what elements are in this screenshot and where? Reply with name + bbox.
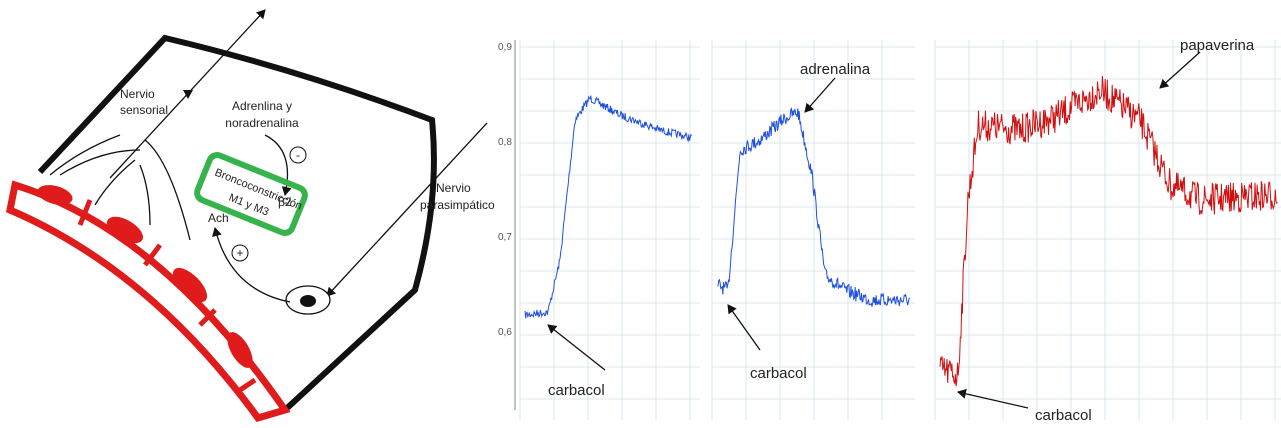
trace bbox=[717, 107, 911, 307]
sign-circle bbox=[231, 244, 249, 262]
annotation-arrow bbox=[804, 77, 836, 113]
y-tick-label: 0,9 bbox=[498, 42, 512, 53]
annotations: carbacol adrenalina carbacol papaverina … bbox=[547, 37, 1255, 424]
annotation: carbacol bbox=[750, 365, 807, 382]
annotation-arrow bbox=[547, 324, 606, 371]
cell-borders bbox=[77, 199, 257, 393]
annotation: papaverina bbox=[1180, 37, 1255, 54]
y-tick-label: 0,6 bbox=[498, 327, 512, 338]
y-ticks: 0,9 0,8 0,7 0,6 bbox=[498, 42, 512, 338]
label: parasimpático bbox=[420, 198, 495, 212]
sign-circle bbox=[289, 146, 307, 164]
label: noradrenalina bbox=[225, 116, 299, 130]
epithelial-cells bbox=[37, 185, 253, 368]
annotation: carbacol bbox=[548, 382, 605, 399]
trace bbox=[524, 95, 692, 319]
grids bbox=[519, 40, 1281, 420]
traces bbox=[524, 75, 1278, 387]
annotation-arrow bbox=[727, 304, 761, 351]
y-tick-label: 0,7 bbox=[498, 232, 512, 243]
annotation-arrow bbox=[1159, 51, 1201, 89]
annotation-arrow bbox=[957, 388, 1029, 409]
ganglion-nucleus bbox=[300, 295, 316, 307]
nerve-endings bbox=[49, 134, 191, 241]
smooth-muscle bbox=[194, 152, 308, 236]
label: Adrenlina y bbox=[232, 99, 292, 113]
label: Ach bbox=[208, 211, 229, 225]
label: Nervio bbox=[436, 181, 471, 195]
annotation: carbacol bbox=[1035, 407, 1092, 424]
epithelium bbox=[6, 180, 291, 423]
hormone-arrow bbox=[264, 134, 292, 196]
label: - bbox=[296, 148, 300, 162]
airway-wall bbox=[37, 34, 437, 413]
annotation: adrenalina bbox=[800, 61, 871, 78]
airway-diagram: Nervio sensorial Adrenlina y noradrenali… bbox=[6, 9, 495, 423]
label: Nervio bbox=[120, 87, 155, 101]
label: sensorial bbox=[120, 103, 168, 117]
label: + bbox=[236, 246, 243, 260]
ach-arrow bbox=[212, 227, 291, 303]
parasympathetic-arrow bbox=[326, 122, 488, 297]
trace bbox=[939, 75, 1278, 387]
y-tick-label: 0,8 bbox=[498, 137, 512, 148]
label: β2 bbox=[278, 195, 292, 209]
